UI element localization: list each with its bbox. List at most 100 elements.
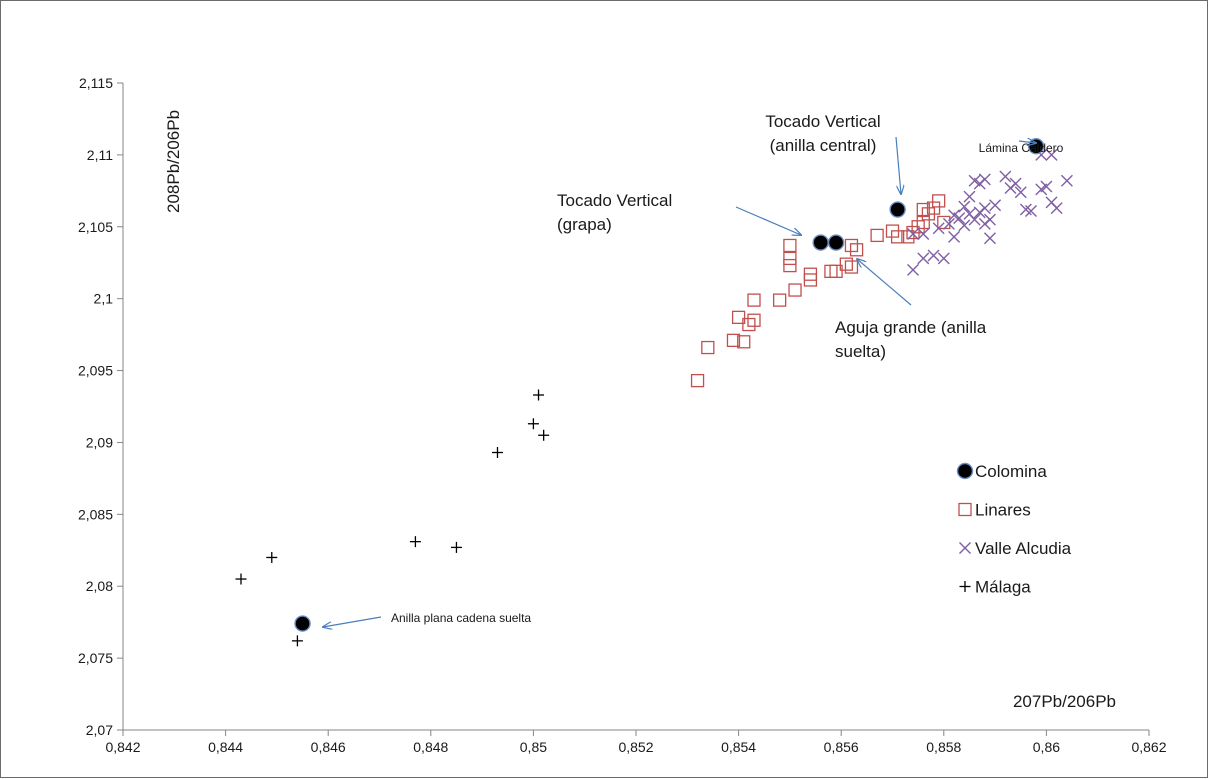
data-point xyxy=(1014,186,1027,199)
legend-label: Colomina xyxy=(975,462,1047,481)
data-point xyxy=(844,260,859,274)
annotation-text: (grapa) xyxy=(557,215,612,234)
data-point xyxy=(291,635,303,647)
annotation: Aguja grande (anilla suelta) xyxy=(835,259,987,361)
data-point xyxy=(983,232,996,245)
data-point xyxy=(788,283,802,297)
legend-marker xyxy=(958,502,972,517)
y-tick-label: 2,095 xyxy=(78,363,113,379)
data-point xyxy=(827,234,845,251)
data-point xyxy=(533,389,545,401)
data-point xyxy=(1050,202,1063,215)
data-point xyxy=(889,201,906,218)
legend-marker xyxy=(959,542,971,554)
data-point xyxy=(491,447,503,459)
data-point xyxy=(932,222,945,235)
annotation: Lámina Caldero xyxy=(979,141,1064,155)
data-point xyxy=(948,230,961,243)
legend-item-linares: Linares xyxy=(958,501,1031,520)
series-linares xyxy=(690,194,951,388)
data-point xyxy=(958,200,971,213)
data-point xyxy=(926,201,941,215)
data-point xyxy=(538,429,550,441)
annotation-text: Lámina Caldero xyxy=(979,141,1064,155)
y-tick-label: 2,08 xyxy=(86,578,113,594)
data-point xyxy=(747,313,761,327)
legend: Colomina Linares Valle Alcudia Málaga xyxy=(956,462,1072,597)
y-tick-label: 2,085 xyxy=(78,506,113,522)
legend-marker xyxy=(956,462,974,480)
series-colomina xyxy=(294,138,1045,632)
data-point xyxy=(772,293,787,307)
x-tick-label: 0,854 xyxy=(721,739,756,755)
y-tick-label: 2,1 xyxy=(94,291,114,307)
series-m-laga xyxy=(235,389,550,647)
data-point xyxy=(726,333,741,348)
data-point xyxy=(266,551,278,563)
data-point xyxy=(690,373,705,388)
data-point xyxy=(958,219,971,232)
series-valle-alcudia xyxy=(907,148,1073,276)
data-point xyxy=(235,573,247,585)
data-point xyxy=(870,228,884,243)
annotation: Tocado Vertical (anilla central) xyxy=(765,112,901,194)
data-point xyxy=(1060,174,1073,187)
y-tick-label: 2,105 xyxy=(78,219,113,235)
annotation-arrow xyxy=(1018,141,1036,143)
data-point xyxy=(907,227,920,240)
data-point xyxy=(968,213,981,226)
data-points xyxy=(235,138,1073,647)
data-point xyxy=(783,258,797,273)
x-tick-label: 0,846 xyxy=(311,739,346,755)
x-tick-label: 0,86 xyxy=(1033,739,1060,755)
annotation-text: Tocado Vertical xyxy=(557,191,672,210)
x-axis-title: 207Pb/206Pb xyxy=(1013,692,1116,711)
data-point xyxy=(937,252,950,265)
data-point xyxy=(1009,177,1022,190)
x-tick-label: 0,848 xyxy=(413,739,448,755)
data-point xyxy=(963,190,976,203)
axes xyxy=(117,82,1150,736)
x-tick-label: 0,842 xyxy=(105,739,140,755)
data-point xyxy=(927,249,940,262)
data-point xyxy=(747,293,761,307)
data-point xyxy=(1045,148,1058,161)
x-tick-label: 0,856 xyxy=(824,739,859,755)
data-point xyxy=(824,264,838,278)
y-tick-label: 2,115 xyxy=(79,75,113,91)
data-point xyxy=(1025,204,1038,217)
legend-label: Linares xyxy=(975,501,1031,520)
annotation-arrow xyxy=(735,206,801,235)
annotation-text: (anilla central) xyxy=(770,136,877,155)
data-point xyxy=(917,227,930,240)
data-point xyxy=(409,536,421,548)
data-point xyxy=(916,215,930,230)
annotation-arrow xyxy=(323,616,382,627)
data-point xyxy=(948,209,961,222)
tick-labels: 2,07 2,075 2,08 2,085 2,09 2,095 2,1 2,105 2,11 2… xyxy=(78,75,1167,755)
data-point xyxy=(978,173,991,186)
data-point xyxy=(916,202,930,217)
data-point xyxy=(527,418,539,430)
annotation-text: Aguja grande (anilla xyxy=(835,318,987,337)
y-tick-label: 2,11 xyxy=(87,147,113,163)
y-tick-label: 2,07 xyxy=(86,722,113,738)
legend-label: Málaga xyxy=(975,578,1031,597)
annotation: Tocado Vertical (grapa) xyxy=(557,191,801,235)
data-point xyxy=(701,340,715,355)
annotation-text: Anilla plana cadena suelta xyxy=(391,611,531,625)
data-point xyxy=(989,199,1002,212)
x-tick-label: 0,858 xyxy=(926,739,961,755)
annotation-arrow xyxy=(857,259,912,306)
data-point xyxy=(812,234,829,251)
legend-marker xyxy=(959,581,971,592)
data-point xyxy=(907,263,920,276)
legend-item-m-laga: Málaga xyxy=(959,578,1031,597)
annotation: Anilla plana cadena suelta xyxy=(323,611,531,627)
data-point xyxy=(783,238,797,253)
legend-label: Valle Alcudia xyxy=(975,539,1072,558)
data-point xyxy=(294,615,311,632)
data-point xyxy=(783,251,797,266)
